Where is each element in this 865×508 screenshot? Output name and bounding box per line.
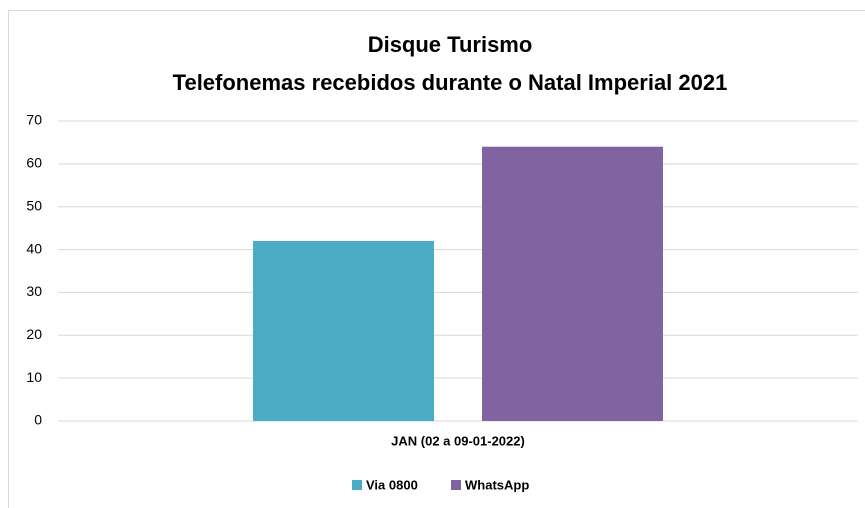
legend-label: Via 0800 bbox=[366, 477, 418, 492]
legend-swatch bbox=[352, 480, 362, 490]
bar bbox=[482, 146, 663, 421]
legend-label: WhatsApp bbox=[465, 477, 529, 492]
y-tick-label: 70 bbox=[26, 112, 42, 128]
legend-swatch bbox=[451, 480, 461, 490]
y-tick-label: 40 bbox=[26, 240, 42, 256]
y-tick-label: 30 bbox=[26, 283, 42, 299]
chart-subtitle: Telefonemas recebidos durante o Natal Im… bbox=[173, 70, 728, 95]
y-tick-label: 0 bbox=[34, 412, 42, 428]
y-tick-label: 50 bbox=[26, 197, 42, 213]
y-tick-label: 60 bbox=[26, 155, 42, 171]
chart-frame bbox=[8, 10, 865, 508]
y-tick-label: 20 bbox=[26, 326, 42, 342]
bar bbox=[253, 241, 434, 421]
x-tick-label: JAN (02 a 09-01-2022) bbox=[391, 433, 525, 448]
y-tick-label: 10 bbox=[26, 369, 42, 385]
chart-title: Disque Turismo bbox=[368, 32, 533, 57]
